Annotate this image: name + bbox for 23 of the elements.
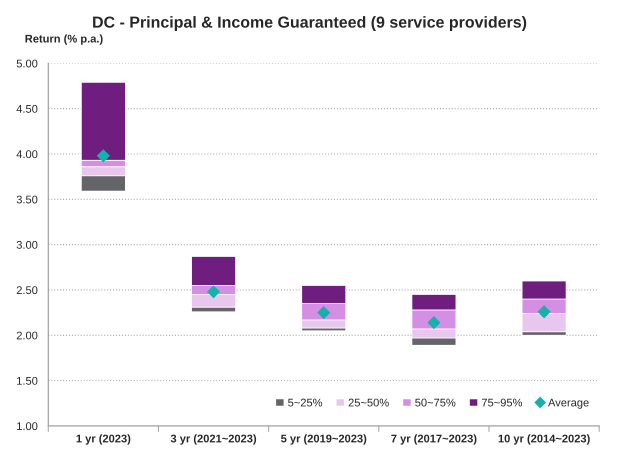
x-tick-label: 7 yr (2017~2023) [391, 434, 476, 445]
y-tick-label: 3.50 [16, 196, 38, 204]
y-axis-title: Return (% p.a.) [26, 34, 103, 45]
legend-label: 5~25% [288, 398, 322, 407]
x-tick-label: 5 yr (2019~2023) [280, 434, 366, 445]
y-tick-label: 5.00 [16, 60, 38, 68]
legend-label: 25~50% [348, 398, 389, 407]
point [206, 285, 220, 298]
point [96, 149, 110, 162]
y-tick-label: 3.00 [16, 240, 38, 249]
legend-label: Average [548, 398, 589, 409]
y-tick-label: 4.50 [16, 104, 38, 113]
legend-label: 50~75% [415, 398, 456, 407]
x-tick-label: 1 yr (2023) [76, 434, 130, 445]
chart-title: DC - Principal & Income Guaranteed (9 service providers) [93, 16, 526, 31]
y-tick-label: 1.50 [17, 376, 38, 385]
y-tick-label: 4.00 [16, 150, 38, 158]
x-tick-label: 10 yr (2014~2023) [498, 434, 590, 445]
y-tick-label: 2.50 [16, 286, 38, 294]
y-tick-label: 2.00 [16, 332, 38, 340]
x-tick-label: 3 yr (2021~2023) [170, 434, 256, 445]
y-tick-label: 1.00 [17, 422, 38, 430]
legend-label: 75~95% [482, 398, 522, 407]
